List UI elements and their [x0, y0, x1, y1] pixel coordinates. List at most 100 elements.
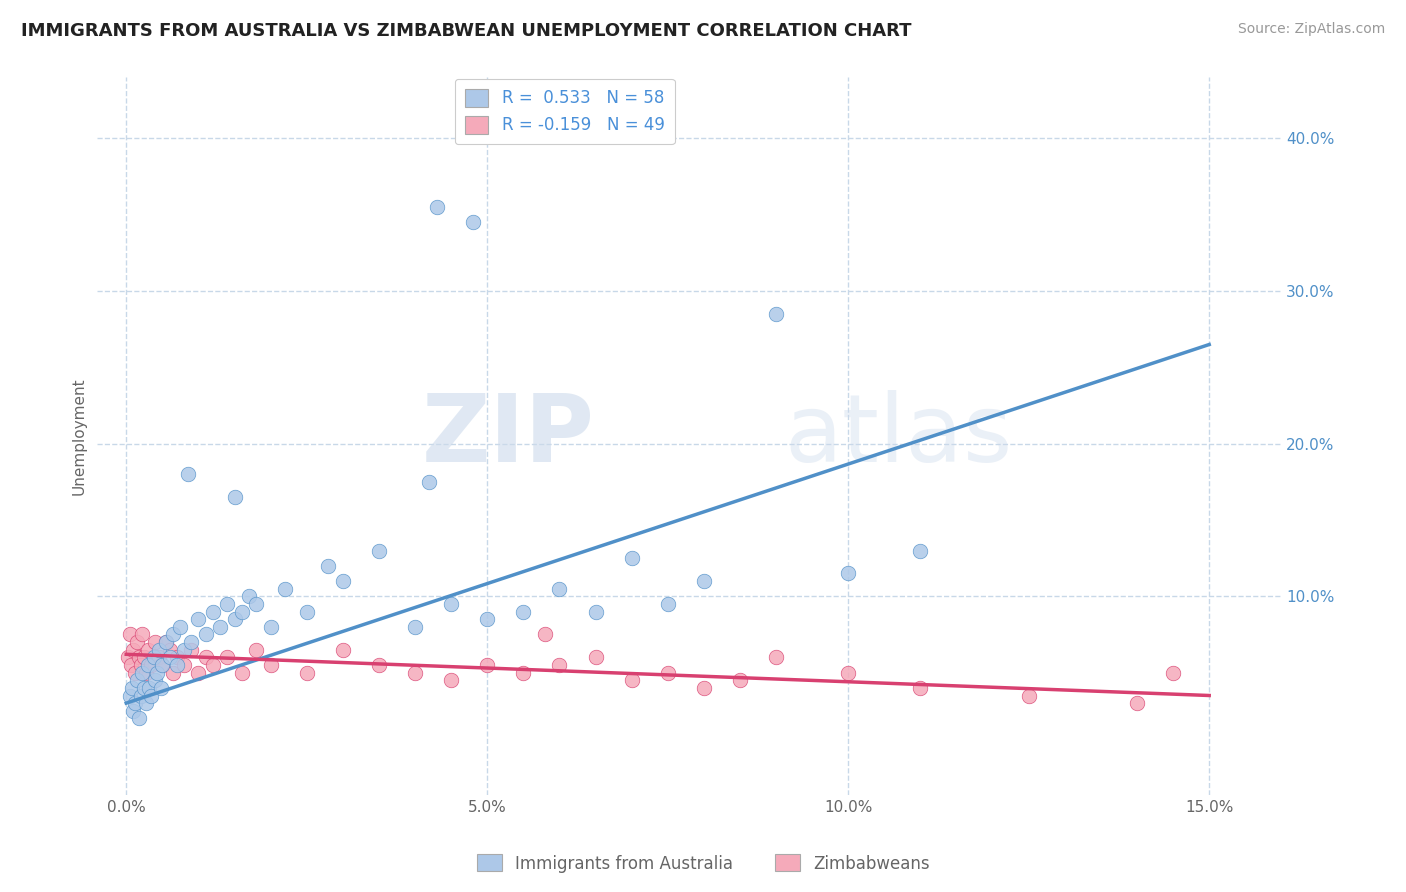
Text: Source: ZipAtlas.com: Source: ZipAtlas.com: [1237, 22, 1385, 37]
Point: [1161, 665, 1184, 680]
Point: [585, 605, 607, 619]
Y-axis label: Unemployment: Unemployment: [72, 377, 86, 495]
Point: [120, 657, 142, 672]
Point: [295, 605, 318, 619]
Point: [129, 657, 152, 672]
Point: [231, 665, 253, 680]
Point: [194, 627, 217, 641]
Point: [318, 558, 340, 573]
Point: [910, 543, 932, 558]
Point: [224, 612, 246, 626]
Point: [585, 650, 607, 665]
Point: [159, 650, 181, 665]
Point: [332, 642, 354, 657]
Point: [368, 543, 391, 558]
Point: [620, 673, 643, 688]
Point: [125, 635, 148, 649]
Point: [548, 657, 571, 672]
Point: [128, 711, 150, 725]
Point: [194, 650, 217, 665]
Point: [131, 665, 153, 680]
Point: [135, 665, 157, 680]
Point: [141, 689, 163, 703]
Legend: Immigrants from Australia, Zimbabweans: Immigrants from Australia, Zimbabweans: [470, 847, 936, 880]
Point: [141, 657, 163, 672]
Point: [121, 681, 143, 695]
Point: [180, 635, 202, 649]
Point: [143, 673, 166, 688]
Text: IMMIGRANTS FROM AUSTRALIA VS ZIMBABWEAN UNEMPLOYMENT CORRELATION CHART: IMMIGRANTS FROM AUSTRALIA VS ZIMBABWEAN …: [21, 22, 911, 40]
Point: [131, 627, 153, 641]
Point: [295, 665, 318, 680]
Text: ZIP: ZIP: [422, 390, 595, 482]
Point: [150, 657, 173, 672]
Point: [368, 657, 391, 672]
Point: [124, 665, 146, 680]
Point: [136, 657, 159, 672]
Point: [259, 657, 281, 672]
Point: [125, 673, 148, 688]
Point: [136, 642, 159, 657]
Point: [245, 597, 267, 611]
Point: [837, 665, 859, 680]
Point: [148, 642, 170, 657]
Point: [404, 665, 426, 680]
Point: [149, 681, 172, 695]
Point: [534, 627, 557, 641]
Point: [548, 582, 571, 596]
Point: [332, 574, 354, 588]
Point: [128, 650, 150, 665]
Point: [134, 681, 156, 695]
Point: [418, 475, 440, 489]
Point: [217, 597, 239, 611]
Point: [245, 642, 267, 657]
Point: [159, 642, 181, 657]
Point: [135, 696, 157, 710]
Point: [117, 650, 139, 665]
Point: [274, 582, 297, 596]
Point: [162, 665, 184, 680]
Point: [155, 635, 177, 649]
Point: [169, 620, 191, 634]
Point: [166, 650, 188, 665]
Point: [118, 627, 141, 641]
Point: [440, 597, 463, 611]
Point: [620, 551, 643, 566]
Point: [122, 642, 145, 657]
Point: [657, 597, 679, 611]
Point: [122, 704, 145, 718]
Point: [187, 612, 209, 626]
Point: [728, 673, 751, 688]
Point: [259, 620, 281, 634]
Point: [693, 681, 716, 695]
Point: [512, 665, 534, 680]
Point: [461, 215, 484, 229]
Point: [693, 574, 716, 588]
Point: [512, 605, 534, 619]
Point: [201, 605, 224, 619]
Point: [440, 673, 463, 688]
Point: [145, 665, 167, 680]
Point: [134, 650, 156, 665]
Point: [173, 642, 195, 657]
Point: [477, 657, 499, 672]
Point: [187, 665, 209, 680]
Point: [1126, 696, 1149, 710]
Point: [143, 635, 166, 649]
Point: [142, 650, 165, 665]
Point: [404, 620, 426, 634]
Point: [176, 467, 198, 482]
Point: [129, 689, 152, 703]
Point: [231, 605, 253, 619]
Point: [162, 627, 184, 641]
Point: [124, 696, 146, 710]
Point: [155, 635, 177, 649]
Point: [477, 612, 499, 626]
Point: [138, 681, 160, 695]
Point: [201, 657, 224, 672]
Point: [173, 657, 195, 672]
Point: [765, 307, 787, 321]
Point: [148, 650, 170, 665]
Legend: R =  0.533   N = 58, R = -0.159   N = 49: R = 0.533 N = 58, R = -0.159 N = 49: [456, 78, 675, 145]
Point: [150, 657, 173, 672]
